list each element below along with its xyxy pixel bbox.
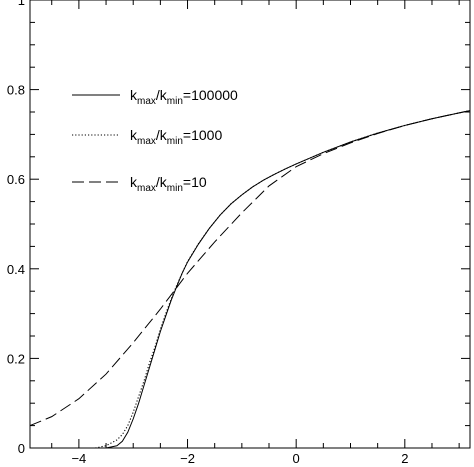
x-tick-label: −2 [180, 451, 195, 466]
y-tick-label: 0.2 [7, 351, 25, 366]
y-tick-label: 0.6 [7, 172, 25, 187]
series-line-dashed [29, 110, 471, 427]
series-lines [29, 110, 471, 449]
series-line-solid [105, 110, 471, 449]
y-tick-label: 0.4 [7, 262, 25, 277]
plot-frame [29, 0, 471, 449]
legend-label: kmax/kmin=100000 [130, 87, 238, 107]
legend-label: kmax/kmin=10 [130, 174, 207, 194]
x-tick-label: 2 [401, 451, 408, 466]
y-tick-label: 0.8 [7, 83, 25, 98]
series-line-dotted [95, 110, 471, 449]
legend: kmax/kmin=100000 kmax/kmin=1000 kmax/kmin=… [72, 87, 238, 194]
legend-label: kmax/kmin=1000 [130, 127, 222, 147]
axes: −4 −2 0 2 0 0.2 0.4 0.6 0.8 1 [7, 0, 470, 466]
x-tick-label: 0 [293, 451, 300, 466]
x-tick-label: −4 [71, 451, 86, 466]
y-tick-label: 1 [18, 0, 25, 8]
y-tick-label: 0 [18, 441, 25, 456]
